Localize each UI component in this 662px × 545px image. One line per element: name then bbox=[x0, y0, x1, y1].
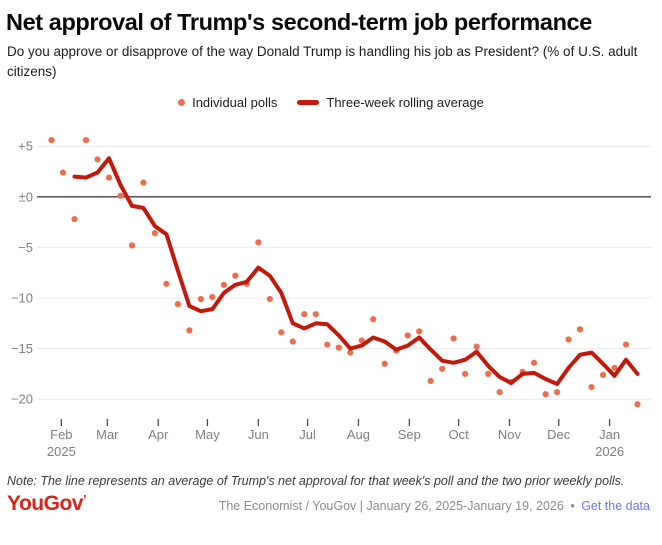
poll-dot bbox=[622, 340, 630, 348]
y-axis-tick-label: −15 bbox=[11, 341, 33, 356]
poll-dot bbox=[117, 192, 124, 199]
poll-dot bbox=[439, 365, 446, 372]
legend-polls-label: Individual polls bbox=[192, 94, 278, 110]
x-axis-month-label: Nov bbox=[498, 427, 522, 442]
poll-dot bbox=[289, 337, 296, 345]
poll-dot bbox=[462, 370, 469, 377]
get-the-data-link[interactable]: Get the data bbox=[581, 498, 650, 513]
yougov-logo-text: YouGov bbox=[7, 491, 83, 515]
poll-dot bbox=[347, 349, 354, 356]
poll-dot bbox=[485, 370, 492, 377]
poll-dot bbox=[209, 293, 216, 300]
footer: YouGov’ The Economist / YouGov | January… bbox=[7, 492, 650, 516]
y-axis-tick-label: +5 bbox=[18, 138, 33, 153]
poll-dot bbox=[301, 310, 308, 317]
x-axis-month-label: Oct bbox=[448, 427, 469, 442]
x-axis-month-label: Feb bbox=[50, 427, 72, 442]
legend: Individual polls Three-week rolling aver… bbox=[0, 95, 662, 110]
y-axis-tick-label: ±0 bbox=[19, 189, 33, 204]
chart-note: Note: The line represents an average of … bbox=[7, 473, 625, 488]
poll-dot bbox=[634, 400, 641, 407]
poll-dot bbox=[186, 326, 193, 333]
x-axis-month-label: Aug bbox=[347, 427, 370, 442]
poll-dot bbox=[542, 390, 549, 397]
poll-dot bbox=[565, 335, 572, 343]
x-axis-year-label: 2025 bbox=[47, 444, 76, 459]
poll-dot bbox=[105, 173, 113, 181]
poll-dot bbox=[588, 383, 595, 390]
poll-dot bbox=[416, 327, 423, 334]
poll-dot bbox=[278, 328, 285, 336]
poll-dot bbox=[82, 136, 90, 143]
poll-dot bbox=[151, 229, 159, 236]
poll-dot bbox=[163, 280, 170, 287]
x-axis-month-label: Jan bbox=[599, 427, 620, 442]
poll-dot bbox=[220, 281, 227, 288]
y-axis-tick-label: −10 bbox=[11, 290, 33, 305]
y-axis-tick-label: −20 bbox=[11, 391, 33, 406]
poll-dot bbox=[128, 241, 136, 248]
poll-dot bbox=[450, 334, 457, 342]
poll-dot bbox=[71, 215, 78, 222]
poll-dot bbox=[381, 360, 388, 367]
poll-dot bbox=[266, 295, 273, 302]
poll-dot bbox=[531, 359, 538, 366]
poll-dot bbox=[553, 388, 561, 395]
yougov-logo: YouGov’ bbox=[7, 491, 87, 516]
legend-item-rolling: Three-week rolling average bbox=[297, 95, 484, 110]
poll-dot-icon bbox=[178, 98, 186, 106]
chart-subtitle: Do you approve or disapprove of the way … bbox=[7, 44, 638, 79]
net-approval-chart: +5 ±0 −5 −10 −15 −20 Feb 2025 Mar Apr May Jun Jul Aug… bbox=[11, 136, 651, 459]
poll-dot bbox=[48, 136, 55, 143]
poll-dot bbox=[599, 371, 607, 378]
poll-dot bbox=[370, 315, 377, 322]
poll-dot bbox=[473, 342, 480, 350]
poll-dot bbox=[404, 331, 411, 339]
x-axis-year-label: 2026 bbox=[595, 444, 624, 459]
poll-dot bbox=[576, 325, 584, 332]
poll-dot bbox=[496, 388, 503, 395]
poll-dot bbox=[312, 310, 319, 317]
y-axis-tick-label: −5 bbox=[18, 239, 33, 254]
yougov-logo-tick: ’ bbox=[82, 491, 87, 507]
x-axis-month-label: Jul bbox=[299, 427, 316, 442]
x-axis-month-label: Jun bbox=[248, 427, 269, 442]
poll-dot bbox=[335, 343, 342, 351]
bullet-separator: • bbox=[570, 498, 575, 513]
source-text: The Economist / YouGov | January 26, 202… bbox=[218, 498, 564, 513]
poll-dot bbox=[255, 238, 262, 245]
x-axis-month-label: May bbox=[195, 427, 220, 442]
poll-dot bbox=[59, 168, 67, 176]
poll-dot bbox=[94, 155, 101, 162]
page-title: Net approval of Trump's second-term job … bbox=[6, 9, 592, 35]
source-line: The Economist / YouGov | January 26, 202… bbox=[219, 499, 650, 513]
x-axis-month-label: Dec bbox=[547, 427, 571, 442]
legend-rolling-label: Three-week rolling average bbox=[326, 94, 484, 110]
rolling-line-icon bbox=[297, 99, 320, 105]
poll-dot bbox=[140, 179, 147, 186]
x-axis-month-label: Apr bbox=[148, 427, 169, 442]
legend-item-polls: Individual polls bbox=[178, 95, 277, 110]
x-axis-month-label: Sep bbox=[398, 427, 421, 442]
poll-dot bbox=[611, 364, 618, 371]
x-axis-month-label: Mar bbox=[96, 427, 119, 442]
poll-dot bbox=[324, 340, 331, 348]
poll-dot bbox=[232, 272, 239, 279]
poll-dot bbox=[197, 295, 204, 302]
poll-dot bbox=[174, 300, 181, 307]
poll-dot bbox=[427, 377, 434, 384]
rolling-average-line bbox=[72, 155, 640, 386]
